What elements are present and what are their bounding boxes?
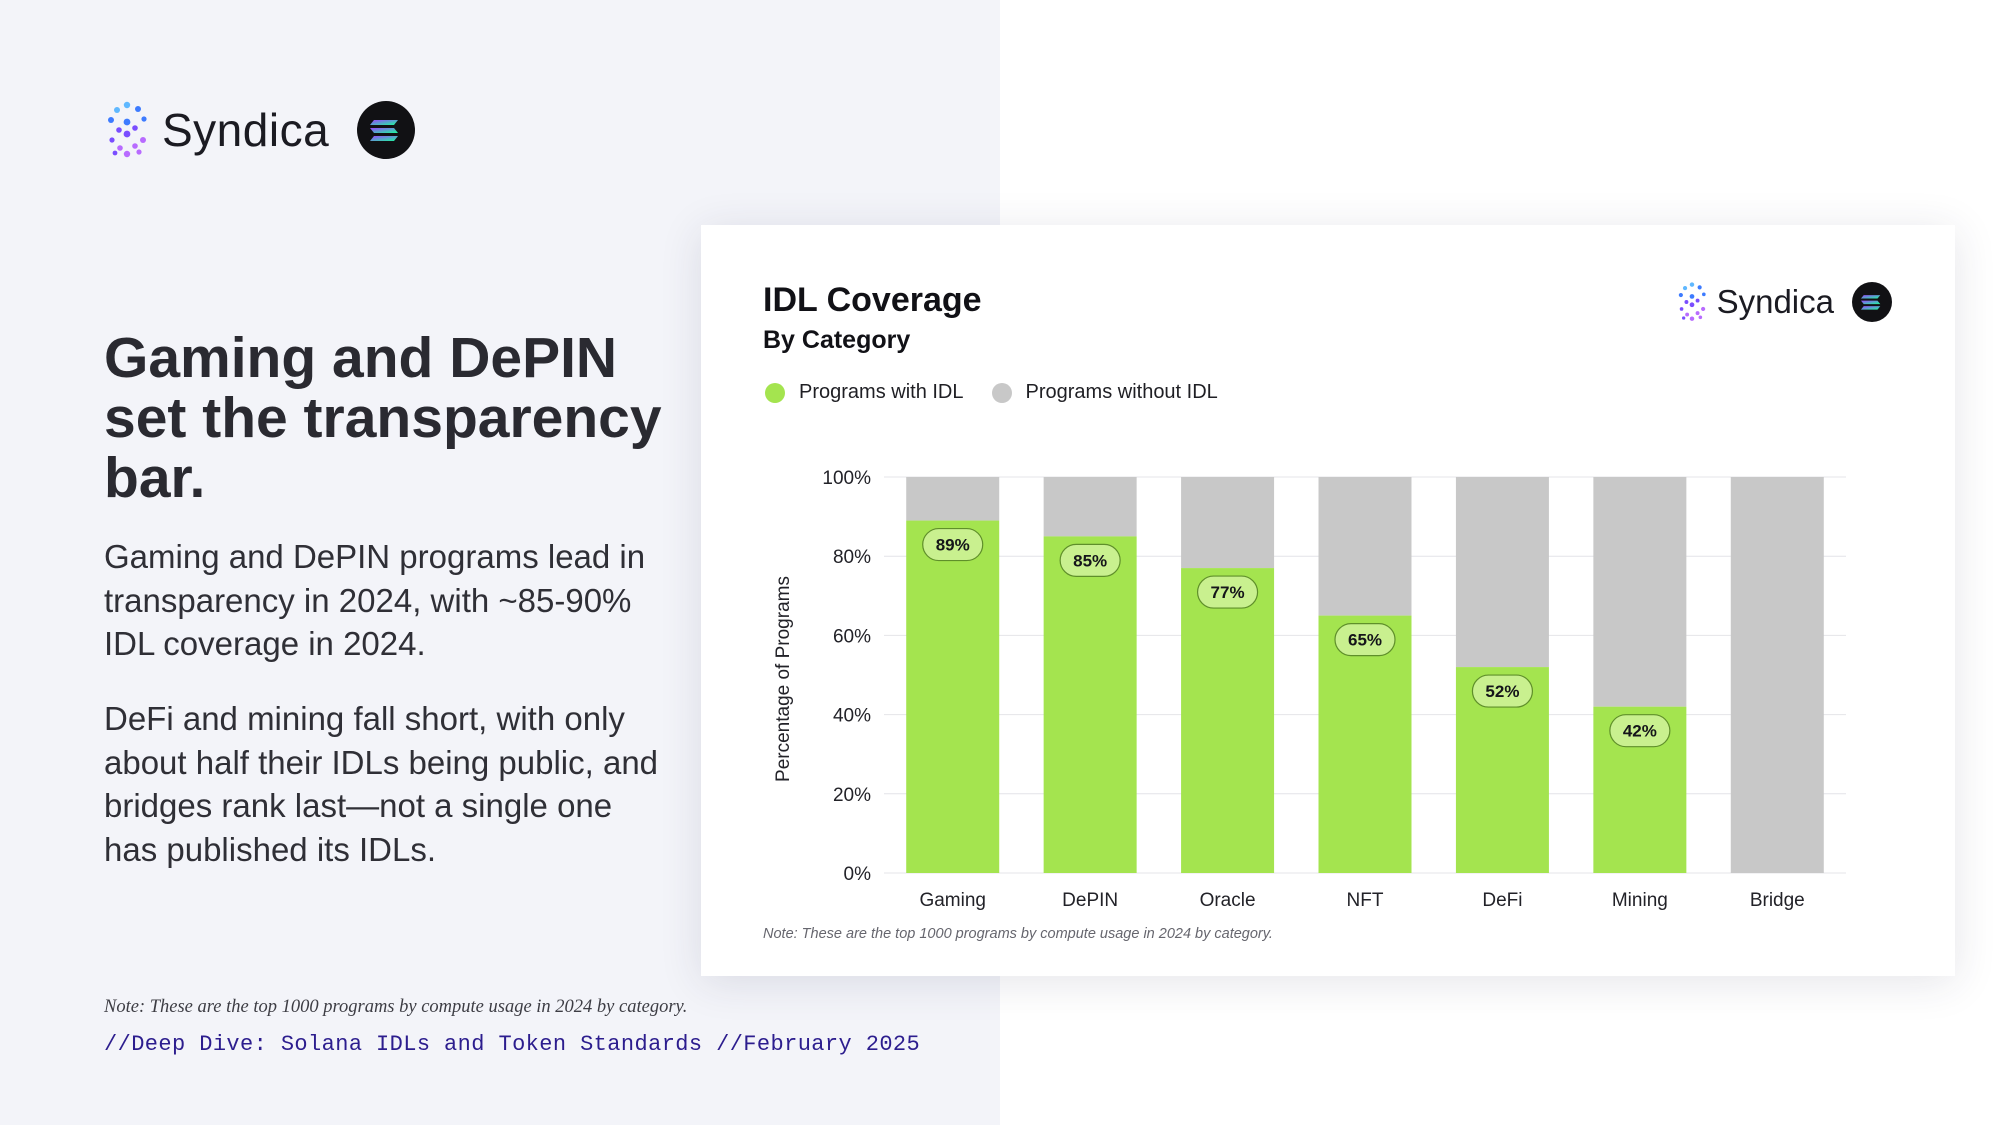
legend-label-with-idl: Programs with IDL <box>799 381 964 403</box>
data-label-pill <box>1059 543 1121 577</box>
card-brand-name: Syndica <box>1716 283 1834 320</box>
chart-note: Note: These are the top 1000 programs by… <box>763 926 1273 942</box>
data-label: 42% <box>1623 722 1657 741</box>
data-label-pill <box>1609 714 1671 748</box>
data-label: 52% <box>1485 682 1519 701</box>
data-label-pill <box>1196 575 1259 609</box>
data-label: 65% <box>1348 631 1382 650</box>
data-label-pill <box>1471 674 1534 708</box>
bar-without-idl-defi <box>1455 477 1549 668</box>
bar-without-idl-mining <box>1593 477 1687 707</box>
y-tick-label: 100% <box>822 468 871 489</box>
y-tick-label: 60% <box>833 626 871 647</box>
y-tick-label: 0% <box>844 864 872 885</box>
paragraph-2: DeFi and mining fall short, with only ab… <box>104 700 659 868</box>
bar-without-idl-oracle <box>1181 477 1275 569</box>
footer-credit: //Deep Dive: Solana IDLs and Token Stand… <box>104 1032 921 1057</box>
bar-chart: 0% 20% 40% 60% 80% 100% Percentage of Programs… <box>773 468 1846 911</box>
bar-with-idl-oracle <box>1181 568 1275 873</box>
x-tick-label: Mining <box>1612 890 1668 911</box>
syndica-brand: Syndica <box>104 100 416 160</box>
bar-without-idl-depin <box>1043 477 1137 537</box>
chart-subtitle: By Category <box>763 326 911 354</box>
card-syndica-brand: Syndica <box>1676 281 1892 323</box>
chart-card: 0% 20% 40% 60% 80% 100% Percentage of Programs… <box>701 225 1955 976</box>
paragraph-1: Gaming and DePIN programs lead in transp… <box>104 538 646 662</box>
legend-swatch-without-idl <box>991 382 1012 403</box>
legend-item-without-idl: Programs without IDL <box>991 381 1218 404</box>
data-label: 89% <box>936 536 970 555</box>
data-label-pill <box>1334 623 1396 657</box>
chart-legend: Programs with IDL Programs without IDL <box>765 381 1246 404</box>
legend-label-without-idl: Programs without IDL <box>1025 381 1218 403</box>
syndica-logo-icon <box>108 101 147 158</box>
y-tick-label: 40% <box>833 706 871 727</box>
bar-with-idl-nft <box>1318 615 1412 873</box>
data-label-pill <box>922 527 984 562</box>
solana-logo-icon <box>357 101 416 159</box>
bar-without-idl-bridge <box>1730 477 1824 873</box>
x-tick-label: Oracle <box>1200 890 1256 911</box>
solana-logo-icon <box>1852 282 1892 322</box>
y-tick-label: 80% <box>833 547 871 568</box>
bar-without-idl-nft <box>1318 477 1412 616</box>
y-axis-label: Percentage of Programs <box>773 576 794 782</box>
x-tick-label: Bridge <box>1750 890 1805 911</box>
chart-title: IDL Coverage <box>763 281 982 319</box>
legend-swatch-with-idl <box>765 382 785 403</box>
y-tick-label: 20% <box>833 785 871 806</box>
left-note: Note: These are the top 1000 programs by… <box>104 997 688 1017</box>
x-tick-label: DeFi <box>1482 890 1522 911</box>
headline: Gaming and DePIN set the transparency ba… <box>104 326 662 510</box>
x-tick-label: Gaming <box>919 890 986 911</box>
syndica-logo-icon <box>1678 282 1706 321</box>
legend-item-with-idl: Programs with IDL <box>765 381 964 404</box>
x-tick-label: NFT <box>1347 890 1384 911</box>
brand-name: Syndica <box>162 104 330 156</box>
data-label: 85% <box>1073 551 1107 570</box>
bar-with-idl-depin <box>1043 536 1137 873</box>
data-label: 77% <box>1211 583 1245 602</box>
x-tick-label: DePIN <box>1062 890 1118 911</box>
bar-without-idl-gaming <box>906 477 1000 521</box>
bar-with-idl-gaming <box>906 520 1000 873</box>
